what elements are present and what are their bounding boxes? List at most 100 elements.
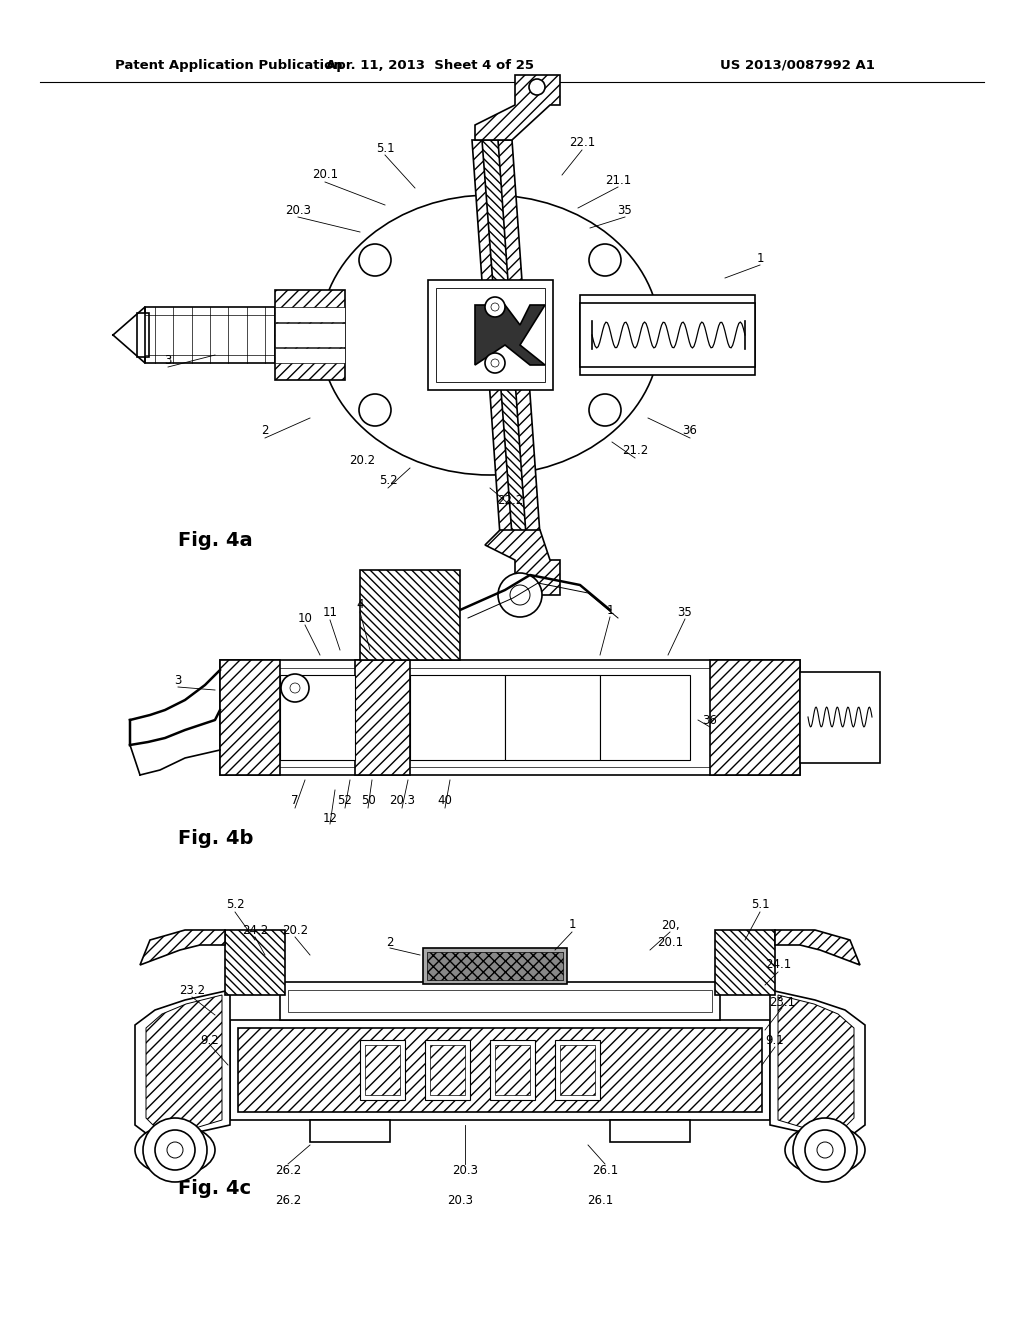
Text: 26.1: 26.1 (587, 1193, 613, 1206)
Text: 22.1: 22.1 (569, 136, 595, 149)
Polygon shape (482, 140, 526, 535)
Text: 5.1: 5.1 (751, 899, 769, 912)
Bar (505, 675, 600, 760)
Bar (427, 952, 563, 979)
Circle shape (510, 585, 530, 605)
Text: Fig. 4b: Fig. 4b (178, 829, 253, 847)
Text: 12: 12 (323, 812, 338, 825)
Text: 50: 50 (360, 793, 376, 807)
Circle shape (490, 359, 499, 367)
Text: 26.2: 26.2 (274, 1193, 301, 1206)
Text: 20.2: 20.2 (349, 454, 375, 466)
Circle shape (143, 1118, 207, 1181)
Bar (240, 1030, 760, 1110)
Text: 20.1: 20.1 (657, 936, 683, 949)
Text: Fig. 4a: Fig. 4a (178, 531, 253, 549)
Bar (230, 1020, 770, 1119)
Ellipse shape (319, 195, 660, 475)
Text: 22.2: 22.2 (497, 494, 523, 507)
Bar (360, 1040, 406, 1100)
Text: Apr. 11, 2013  Sheet 4 of 25: Apr. 11, 2013 Sheet 4 of 25 (326, 58, 534, 71)
Text: 20,: 20, (660, 919, 679, 932)
Circle shape (490, 304, 499, 312)
Text: 1: 1 (568, 919, 575, 932)
Polygon shape (140, 931, 225, 965)
Bar (360, 570, 460, 660)
Bar (220, 660, 280, 775)
Bar (715, 931, 775, 995)
Bar (228, 668, 792, 767)
Bar (610, 1119, 690, 1142)
Bar (288, 990, 712, 1012)
Text: 23.2: 23.2 (179, 983, 205, 997)
Text: 20.3: 20.3 (389, 793, 415, 807)
Bar (560, 1045, 595, 1096)
Polygon shape (485, 531, 560, 595)
Polygon shape (775, 931, 860, 965)
Text: 26.1: 26.1 (592, 1163, 618, 1176)
Bar (280, 675, 355, 760)
Text: 23.1: 23.1 (769, 995, 795, 1008)
Polygon shape (475, 305, 545, 366)
Bar (490, 1040, 535, 1100)
Circle shape (167, 1142, 183, 1158)
Bar (428, 280, 553, 389)
Bar (425, 1040, 470, 1100)
Bar (137, 313, 150, 356)
Bar (310, 1119, 390, 1142)
Text: US 2013/0087992 A1: US 2013/0087992 A1 (720, 58, 874, 71)
Text: 9.2: 9.2 (201, 1034, 219, 1047)
Text: 5.2: 5.2 (225, 899, 245, 912)
Text: Fig. 4c: Fig. 4c (178, 1179, 251, 1197)
Text: 24.1: 24.1 (765, 958, 792, 972)
Text: 20.1: 20.1 (312, 169, 338, 181)
Bar (238, 1028, 762, 1111)
Text: 7: 7 (291, 793, 299, 807)
Text: Patent Application Publication: Patent Application Publication (115, 58, 343, 71)
Text: 4: 4 (356, 598, 364, 611)
Text: 5.1: 5.1 (376, 141, 394, 154)
Ellipse shape (135, 1125, 215, 1175)
Text: 3: 3 (164, 354, 172, 367)
Ellipse shape (785, 1125, 865, 1175)
Text: 52: 52 (338, 793, 352, 807)
Bar (275, 348, 345, 363)
Circle shape (589, 393, 621, 426)
Text: 21.1: 21.1 (605, 173, 631, 186)
Circle shape (155, 1130, 195, 1170)
Bar (555, 1040, 600, 1100)
Text: 20.2: 20.2 (282, 924, 308, 936)
Text: 35: 35 (617, 203, 633, 216)
Polygon shape (475, 75, 560, 140)
Bar (710, 660, 800, 775)
Text: 35: 35 (678, 606, 692, 619)
Bar (225, 931, 285, 995)
Bar (355, 660, 410, 775)
Circle shape (498, 573, 542, 616)
Bar (436, 288, 545, 381)
Bar (410, 675, 505, 760)
Text: 9.1: 9.1 (766, 1034, 784, 1047)
Circle shape (281, 675, 309, 702)
Polygon shape (135, 990, 230, 1140)
Polygon shape (770, 990, 865, 1140)
Circle shape (359, 244, 391, 276)
Text: 26.2: 26.2 (274, 1163, 301, 1176)
Text: 24.2: 24.2 (242, 924, 268, 936)
Text: 40: 40 (437, 793, 453, 807)
Text: 20.3: 20.3 (452, 1163, 478, 1176)
Polygon shape (113, 308, 145, 363)
Bar (495, 1045, 530, 1096)
Bar (280, 982, 720, 1020)
Circle shape (485, 297, 505, 317)
Bar (423, 948, 567, 983)
Circle shape (589, 244, 621, 276)
Bar (365, 1045, 400, 1096)
Bar (800, 672, 880, 763)
Bar (275, 308, 345, 322)
Polygon shape (778, 995, 854, 1133)
Text: 2: 2 (386, 936, 394, 949)
Text: 3: 3 (174, 673, 181, 686)
Bar (600, 675, 690, 760)
Circle shape (290, 682, 300, 693)
